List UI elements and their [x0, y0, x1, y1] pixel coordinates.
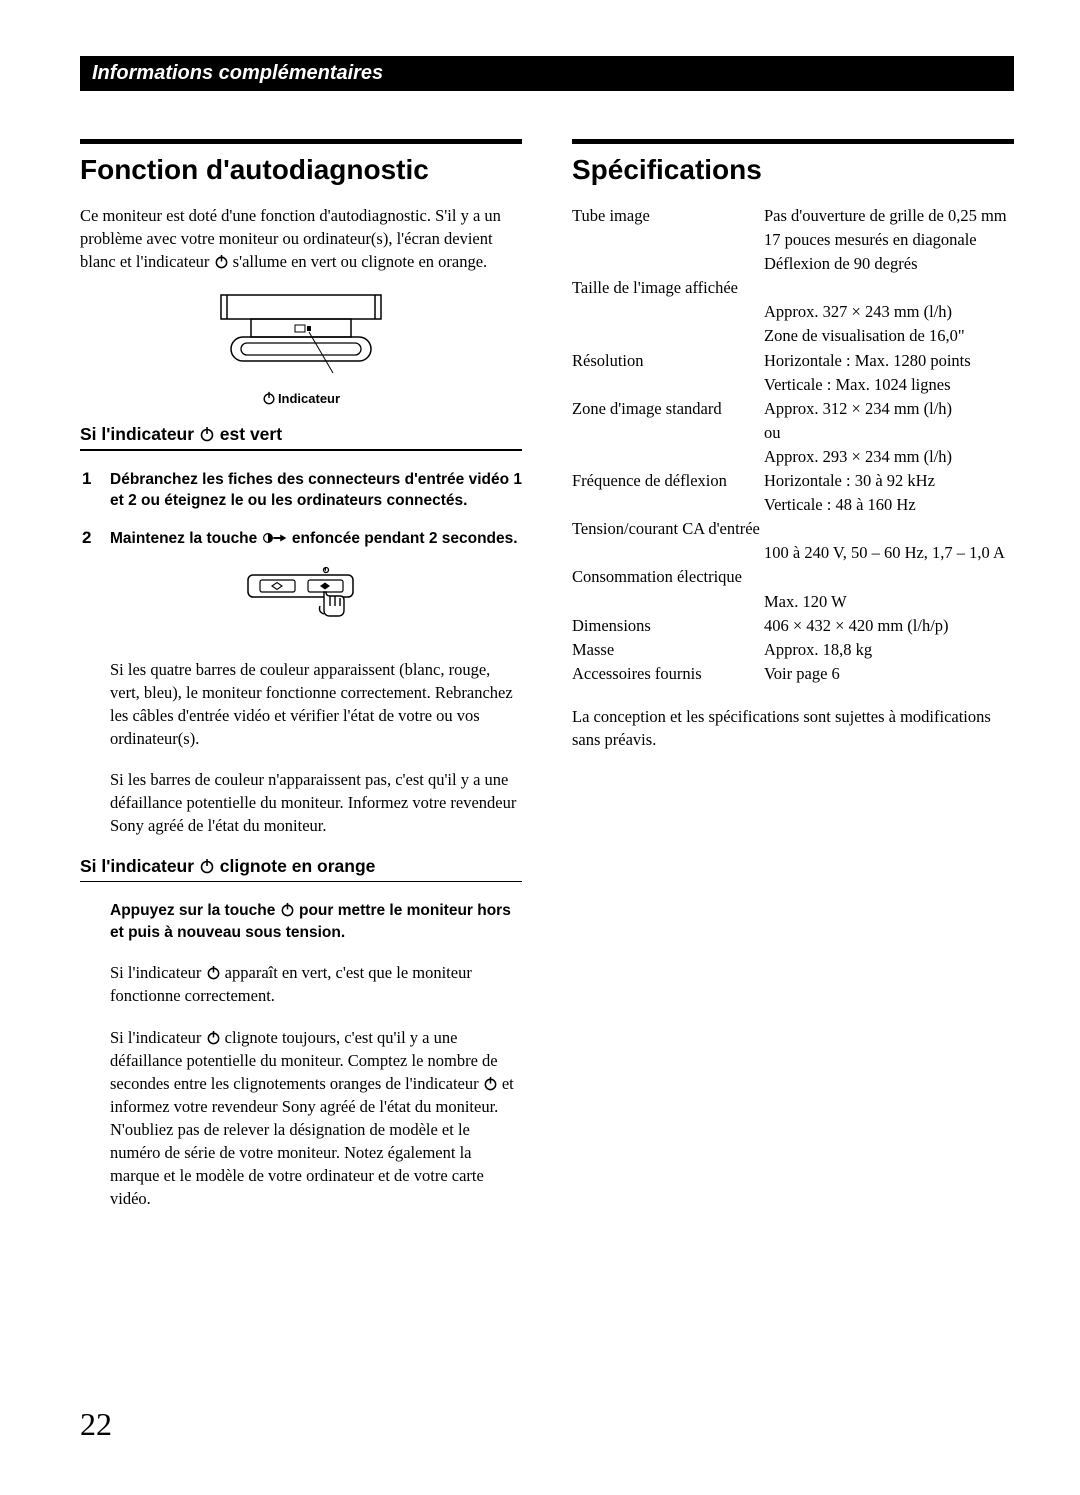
power-icon: [199, 858, 215, 874]
indicator-caption: Indicateur: [80, 391, 522, 406]
rule: [80, 139, 522, 144]
spec-row: RésolutionHorizontale : Max. 1280 points: [572, 349, 1014, 372]
button-press-illustration: [236, 566, 366, 636]
spec-footer: La conception et les spécifications sont…: [572, 705, 1014, 751]
page-number: 22: [80, 1406, 112, 1443]
spec-row: Zone d'image standardApprox. 312 × 234 m…: [572, 397, 1014, 420]
bold-instruction: Appuyez sur la touche pour mettre le mon…: [110, 900, 522, 943]
indent-block: Appuyez sur la touche pour mettre le mon…: [80, 900, 522, 1210]
body-paragraph: Si les barres de couleur n'apparaissent …: [110, 768, 522, 837]
sub-heading-green: Si l'indicateur est vert: [80, 424, 522, 445]
rule: [80, 881, 522, 883]
body-paragraph: Si l'indicateur clignote toujours, c'est…: [110, 1026, 522, 1211]
left-title: Fonction d'autodiagnostic: [80, 154, 522, 186]
power-icon: [214, 254, 229, 269]
power-icon: [280, 902, 295, 917]
spec-row: 100 à 240 V, 50 – 60 Hz, 1,7 – 1,0 A: [572, 541, 1014, 564]
power-icon: [206, 1030, 221, 1045]
spec-row: Approx. 327 × 243 mm (l/h): [572, 300, 1014, 323]
step-number: 2: [82, 528, 98, 550]
page-header: Informations complémentaires: [80, 56, 1014, 91]
rule: [80, 449, 522, 451]
spec-header: Consommation électrique: [572, 565, 1014, 588]
spec-row: Dimensions406 × 432 × 420 mm (l/h/p): [572, 614, 1014, 637]
spec-row: Max. 120 W: [572, 590, 1014, 613]
spec-row: Verticale : 48 à 160 Hz: [572, 493, 1014, 516]
body-paragraph: Si les quatre barres de couleur apparais…: [110, 658, 522, 750]
monitor-illustration: [191, 291, 411, 381]
power-icon: [199, 426, 215, 442]
power-icon: [206, 965, 221, 980]
intro-paragraph: Ce moniteur est doté d'une fonction d'au…: [80, 204, 522, 273]
right-column: Spécifications Tube imagePas d'ouverture…: [572, 109, 1014, 1228]
step-text: Maintenez la touche enfoncée pendant 2 s…: [110, 528, 518, 550]
rule: [572, 139, 1014, 144]
power-icon: [483, 1076, 498, 1091]
spec-row: Accessoires fournisVoir page 6: [572, 662, 1014, 685]
spec-row: Approx. 293 × 234 mm (l/h): [572, 445, 1014, 468]
body-paragraph: Si l'indicateur apparaît en vert, c'est …: [110, 961, 522, 1007]
spec-header: Tension/courant CA d'entrée: [572, 517, 1014, 540]
step-2: 2 Maintenez la touche enfoncée pendant 2…: [80, 528, 522, 550]
spec-row: Déflexion de 90 degrés: [572, 252, 1014, 275]
spec-row: Fréquence de déflexionHorizontale : 30 à…: [572, 469, 1014, 492]
page-header-text: Informations complémentaires: [92, 62, 383, 84]
right-title: Spécifications: [572, 154, 1014, 186]
left-column: Fonction d'autodiagnostic Ce moniteur es…: [80, 109, 522, 1228]
contrast-arrow-icon: [262, 531, 288, 545]
spec-row: 17 pouces mesurés en diagonale: [572, 228, 1014, 251]
steps-list: 1 Débranchez les fiches des connecteurs …: [80, 469, 522, 550]
spec-row: Zone de visualisation de 16,0": [572, 324, 1014, 347]
spec-row: Verticale : Max. 1024 lignes: [572, 373, 1014, 396]
indent-block: Si les quatre barres de couleur apparais…: [80, 658, 522, 838]
spec-row: Tube imagePas d'ouverture de grille de 0…: [572, 204, 1014, 227]
step-number: 1: [82, 469, 98, 512]
step-text: Débranchez les fiches des connecteurs d'…: [110, 469, 522, 512]
spec-table: Tube imagePas d'ouverture de grille de 0…: [572, 204, 1014, 685]
spec-row: ou: [572, 421, 1014, 444]
sub-heading-orange: Si l'indicateur clignote en orange: [80, 856, 522, 877]
spec-header: Taille de l'image affichée: [572, 276, 1014, 299]
spec-row: MasseApprox. 18,8 kg: [572, 638, 1014, 661]
step-1: 1 Débranchez les fiches des connecteurs …: [80, 469, 522, 512]
power-icon: [262, 391, 276, 405]
